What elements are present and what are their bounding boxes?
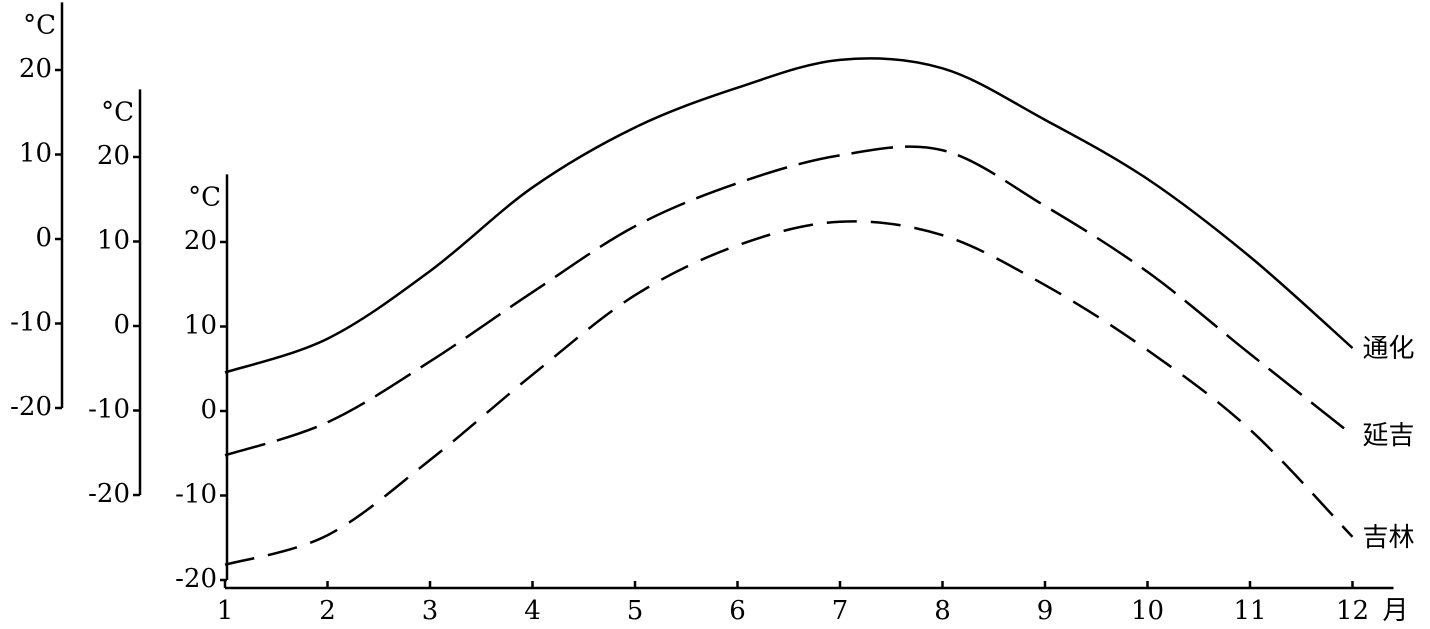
y-tick-label: 20 xyxy=(19,54,52,84)
y-tick-label: 20 xyxy=(184,226,217,256)
y-tick-label: -10 xyxy=(175,480,217,510)
y-tick-label: 10 xyxy=(19,139,52,169)
x-unit: 月 xyxy=(1382,596,1408,626)
y-tick-label: -10 xyxy=(88,395,130,425)
y-tick-label: 10 xyxy=(184,311,217,341)
series-label: 通化 xyxy=(1363,334,1415,364)
y-tick-label: 0 xyxy=(35,223,52,253)
x-tick-label: 11 xyxy=(1233,596,1266,626)
y-tick-label: 10 xyxy=(97,226,130,256)
x-tick-label: 5 xyxy=(627,596,644,626)
y-tick-label: -20 xyxy=(88,479,130,509)
x-tick-label: 7 xyxy=(832,596,849,626)
x-tick-label: 2 xyxy=(319,596,336,626)
x-tick-label: 8 xyxy=(934,596,951,626)
y-unit: °C xyxy=(188,182,221,212)
x-tick-label: 6 xyxy=(729,596,746,626)
x-tick-label: 10 xyxy=(1131,596,1164,626)
y-tick-label: 0 xyxy=(113,310,130,340)
y-tick-label: -10 xyxy=(10,308,52,338)
y-tick-label: -20 xyxy=(175,564,217,594)
y-tick-label: 0 xyxy=(200,395,217,425)
y-unit: °C xyxy=(101,97,134,127)
series-label: 延吉 xyxy=(1363,421,1415,451)
series-label: 吉林 xyxy=(1363,523,1415,553)
y-tick-label: -20 xyxy=(10,392,52,422)
x-tick-label: 3 xyxy=(422,596,439,626)
series-line xyxy=(224,57,1354,374)
x-tick-label: 9 xyxy=(1037,596,1054,626)
series-line xyxy=(224,220,1354,566)
x-tick-label: 4 xyxy=(524,596,541,626)
x-tick-label: 12 xyxy=(1336,596,1369,626)
x-tick-label: 1 xyxy=(217,596,234,626)
y-unit: °C xyxy=(23,10,56,40)
y-tick-label: 20 xyxy=(97,141,130,171)
series-line xyxy=(224,145,1354,457)
